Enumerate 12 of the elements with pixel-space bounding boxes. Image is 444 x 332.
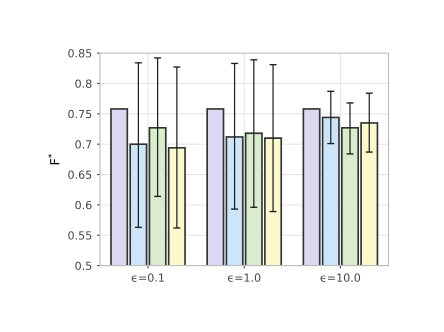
x-tick-label: ϵ=10.0 xyxy=(320,273,360,282)
x-tick-label: ϵ=0.1 xyxy=(132,273,164,282)
y-tick-label: 0.8 xyxy=(75,79,92,88)
y-tick-label: 0.7 xyxy=(75,140,92,149)
y-tick-label: 0.85 xyxy=(68,49,92,58)
y-axis-title: F$^{*}$ xyxy=(48,154,60,164)
y-tick-label: 0.75 xyxy=(68,110,92,118)
y-tick-label: 0.65 xyxy=(68,170,92,179)
x-tick-label: ϵ=1.0 xyxy=(228,273,260,282)
y-tick-label: 0.6 xyxy=(75,200,92,210)
y-tick-label: 0.5 xyxy=(75,262,92,270)
y-tick-label: 0.55 xyxy=(68,231,92,240)
